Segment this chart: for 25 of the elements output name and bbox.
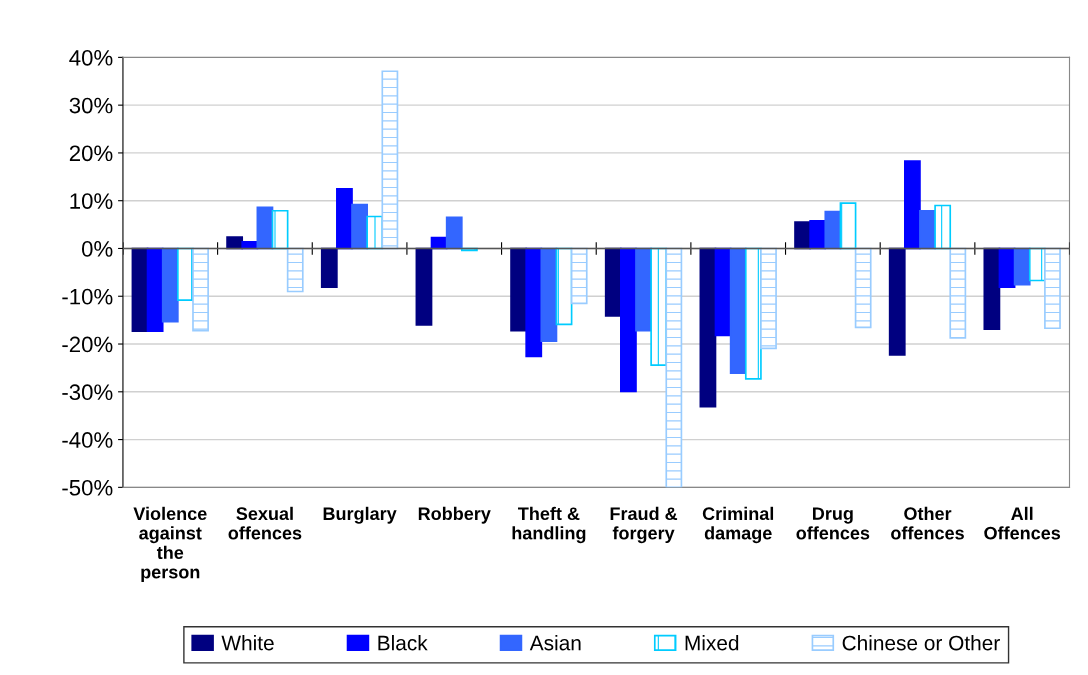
x-tick-label: Burglary <box>323 506 397 524</box>
y-tick-label: -40% <box>62 432 113 448</box>
legend-label: Mixed <box>685 635 739 651</box>
x-tick-label: Fraud & forgery <box>610 506 678 544</box>
y-tick-label: 30% <box>69 97 113 114</box>
x-tick-label: Sexual offences <box>228 506 302 540</box>
y-tick-label: 0% <box>81 241 113 257</box>
y-tick-label: -30% <box>62 384 113 401</box>
x-tick-label: Violence against the person <box>133 506 207 583</box>
y-tick-label: -10% <box>62 288 113 305</box>
legend-label: Asian <box>529 635 581 651</box>
x-tick-label: Robbery <box>418 506 491 524</box>
y-tick-label: -50% <box>62 479 113 496</box>
y-tick-label: -20% <box>62 336 113 353</box>
x-tick-label: All Offences <box>984 506 1061 540</box>
y-tick-label: 40% <box>69 49 113 66</box>
x-tick-label: Criminal damage <box>702 506 774 544</box>
y-tick-label: 20% <box>69 145 113 162</box>
x-tick-label: Drug offences <box>796 507 870 540</box>
legend-label: White <box>221 635 274 651</box>
x-tick-label: Other offences <box>891 506 964 540</box>
y-tick-label: 10% <box>70 193 113 209</box>
x-tick-label: Theft & handling <box>512 506 586 544</box>
legend-label: Black <box>378 635 428 651</box>
legend-label: Chinese or Other <box>842 635 1000 651</box>
